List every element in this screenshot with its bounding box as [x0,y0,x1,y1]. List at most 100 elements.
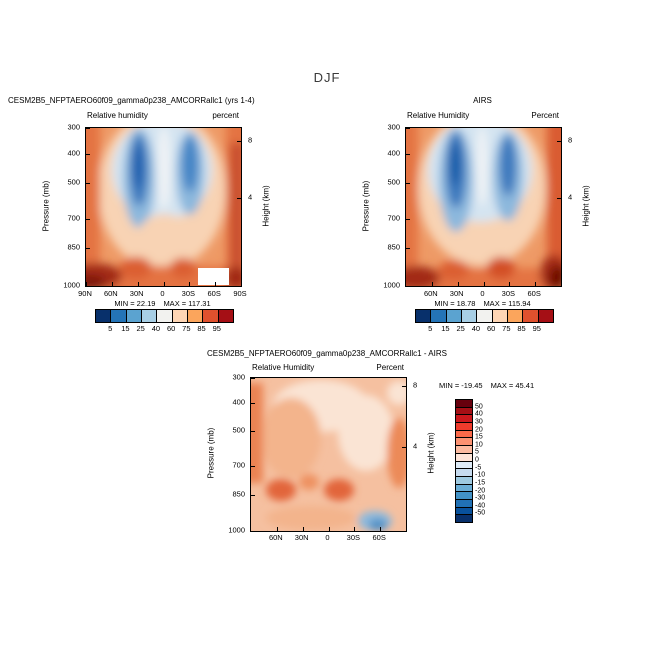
tick-label: 300 [67,122,80,132]
colorbar-segment [456,407,472,416]
tick-label: 4 [248,192,253,202]
tick-label: -15 [475,479,486,487]
tick-label: 30S [501,289,516,298]
tick-mark [557,141,561,143]
diff-contour-art [251,378,406,531]
tick-label: 0 [160,289,165,298]
model-minmax: MIN = 22.19 MAX = 117.31 [85,299,240,308]
tick-mark [86,182,90,184]
diff-minmax: MIN = -19.45 MAX = 45.41 [439,381,534,390]
tick-mark [302,527,304,531]
colorbar-segment [456,438,472,447]
tick-label: -40 [475,502,486,510]
colorbar-segment [456,453,472,462]
tick-mark [402,385,406,387]
tick-mark [406,286,410,287]
tick-mark [86,282,87,286]
colorbar-segment [141,310,158,322]
model-field-label: Relative humidity [87,111,148,120]
obs-pressure-ticks: 300 400 500 700 850 1000 [370,123,402,290]
obs-units-label: Percent [531,111,559,120]
tick-label: 700 [67,213,80,223]
tick-label: 5 [475,448,479,456]
tick-mark [251,494,255,496]
tick-label: 300 [232,372,245,382]
colorbar-segment [96,310,112,322]
colorbar-segment [456,461,472,470]
tick-label: 60N [423,289,438,298]
season-title: DJF [313,70,341,85]
obs-min-value: MIN = 18.78 [434,299,476,308]
colorbar-segment [172,310,188,322]
tick-label: 400 [387,148,400,158]
obs-contour-plot [405,127,562,287]
colorbar-segment [456,499,472,508]
colorbar-segment [456,423,472,431]
tick-label: 15 [441,324,450,333]
colorbar-segment [431,310,447,322]
tick-label: 60S [372,533,386,542]
colorbar-segment [456,469,472,477]
tick-label: 20 [475,426,483,433]
obs-colorbar-labels: 5 15 25 40 60 75 85 95 [415,324,552,333]
tick-label: 60N [103,289,118,298]
colorbar-segment [456,415,472,424]
tick-label: 300 [387,122,400,132]
diff-panel-title: CESM2B5_NFPTAERO60f09_gamma0p238_AMCORRa… [207,349,447,358]
obs-height-axis-label: Height (km) [581,185,591,227]
tick-label: 15 [475,433,483,441]
tick-label: 850 [232,489,245,499]
colorbar-segment [507,310,524,322]
obs-minmax: MIN = 18.78 MAX = 115.94 [405,299,560,308]
tick-mark [380,527,382,531]
colorbar-segment [187,310,204,322]
model-panel-title: CESM2B5_NFPTAERO60f09_gamma0p238_AMCORRa… [8,96,255,105]
diff-field-label: Relative Humidity [252,363,315,372]
tick-label: 95 [212,324,221,333]
tick-mark [251,430,255,432]
tick-mark [406,153,410,155]
colorbar-segment [477,310,493,322]
tick-label: 25 [456,324,465,333]
tick-label: 8 [568,135,573,145]
tick-label: 95 [532,324,541,333]
tick-mark [276,527,278,531]
colorbar-segment [456,476,472,485]
colorbar-segment [157,310,173,322]
colorbar-segment [456,515,472,522]
diff-pressure-ticks: 300 400 500 700 850 1000 [215,373,247,535]
tick-mark [163,282,165,286]
model-contour-plot [85,127,242,287]
colorbar-segment [456,507,472,516]
tick-label: 85 [517,324,526,333]
tick-label: -10 [475,471,486,479]
tick-label: 500 [67,177,80,186]
tick-label: 15 [121,324,130,333]
diff-latitude-ticks: 60N 30N 0 30S 60S [250,533,405,543]
tick-mark [251,531,255,532]
colorbar-segment [203,310,219,322]
tick-label: 8 [413,380,418,390]
tick-mark [241,282,242,286]
colorbar-segment [492,310,508,322]
tick-label: 5 [108,324,113,333]
tick-label: 400 [67,148,80,158]
model-latitude-ticks: 90N 60N 30N 0 30S 60S 90S [78,289,247,299]
tick-label: 75 [182,324,191,333]
diff-colorbar [455,399,473,523]
tick-label: 0 [475,456,479,464]
colorbar-segment [456,430,472,439]
tick-label: 25 [136,324,145,333]
tick-mark [237,141,241,143]
tick-mark [557,198,561,200]
diff-colorbar-labels: 50 40 30 20 15 10 5 0 -5 -10 -15 -20 -30 -40 -50 [475,399,497,521]
model-contour-art [86,128,241,286]
tick-label: 500 [387,177,400,186]
tick-label: 60S [207,289,221,298]
model-pressure-ticks: 300 400 500 700 850 1000 [50,123,82,290]
tick-label: 60S [527,289,541,298]
tick-label: 700 [387,213,400,223]
